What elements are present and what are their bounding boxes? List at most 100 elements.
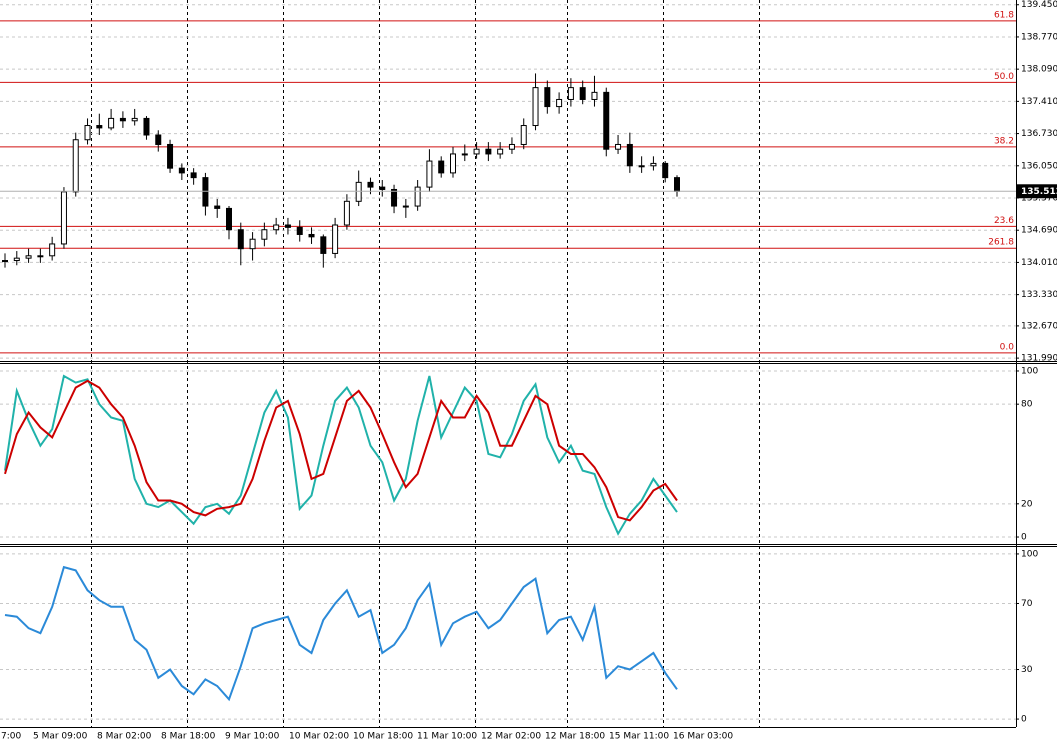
y-tick-label: 0	[1021, 533, 1027, 543]
candle-body	[178, 167, 185, 174]
candle-body	[155, 134, 162, 145]
y-tick-label: 136.050	[1021, 161, 1057, 171]
candle-body	[473, 148, 480, 155]
candle-body	[296, 226, 303, 235]
candle-body	[355, 181, 362, 202]
fib-label: 38.2	[994, 136, 1014, 146]
current-price-label: 135.512	[1021, 187, 1057, 197]
indicator-line	[4, 379, 678, 522]
candle-body	[167, 143, 174, 169]
y-tick-label: 137.410	[1021, 97, 1057, 107]
y-tick-label: 134.690	[1021, 226, 1057, 236]
candle-body	[13, 257, 20, 262]
candle-body	[96, 125, 103, 129]
y-tick-label: 30	[1021, 665, 1033, 675]
candle-body	[2, 260, 8, 263]
y-tick-label: 134.010	[1021, 258, 1057, 268]
y-tick-label: 131.990	[1021, 354, 1057, 364]
candle-body	[520, 125, 527, 145]
y-tick-label: 136.730	[1021, 129, 1057, 139]
candle-body	[72, 139, 79, 193]
candle-body	[556, 98, 563, 108]
x-tick-label: 11 Mar 10:00	[417, 732, 477, 742]
candle-body	[108, 117, 115, 129]
candle-body	[237, 229, 244, 250]
candle-body	[567, 87, 574, 100]
candle-body	[379, 186, 386, 190]
candle-body	[37, 255, 44, 258]
candle-body	[650, 162, 657, 167]
candle-body	[603, 91, 610, 150]
fib-label: 261.8	[988, 238, 1014, 248]
candle-body	[273, 224, 280, 231]
candle-body	[508, 143, 515, 150]
candle-body	[615, 143, 622, 150]
candle-body	[202, 177, 209, 207]
candle-body	[249, 238, 256, 250]
y-tick-label: 0	[1021, 715, 1027, 725]
x-tick-label: 7:00	[1, 732, 21, 742]
candle-body	[84, 125, 91, 141]
candle-body	[414, 186, 421, 207]
candle-body	[485, 148, 492, 155]
candle-body	[591, 91, 598, 100]
y-tick-label: 132.670	[1021, 321, 1057, 331]
y-tick-label: 138.770	[1021, 32, 1057, 42]
y-tick-label: 70	[1021, 599, 1033, 609]
x-tick-label: 15 Mar 11:00	[609, 732, 669, 742]
candle-body	[402, 205, 409, 208]
candle-body	[25, 255, 32, 259]
fib-label: 0.0	[1000, 342, 1015, 352]
candle-body	[343, 200, 350, 226]
x-tick-label: 9 Mar 10:00	[225, 732, 280, 742]
candle-body	[426, 160, 433, 188]
y-tick-label: 100	[1021, 366, 1038, 376]
indicator-line	[4, 374, 678, 536]
indicator-line	[4, 565, 678, 702]
y-tick-label: 138.090	[1021, 65, 1057, 75]
candle-body	[143, 117, 150, 136]
candle-body	[450, 153, 456, 174]
candle-body	[626, 143, 633, 167]
candle-body	[497, 148, 504, 155]
layout	[0, 0, 1057, 728]
x-tick-label: 8 Mar 18:00	[161, 732, 216, 742]
y-tick-label: 20	[1021, 499, 1033, 509]
candle-body	[226, 207, 232, 231]
y-tick-label: 133.330	[1021, 290, 1057, 300]
fib-label: 23.6	[994, 216, 1014, 226]
y-tick-label: 139.450	[1021, 0, 1057, 10]
x-tick-label: 10 Mar 02:00	[289, 732, 349, 742]
x-tick-label: 8 Mar 02:00	[97, 732, 152, 742]
candle-body	[579, 87, 586, 100]
candle-body	[190, 172, 197, 179]
candle-body	[119, 117, 126, 122]
candle-body	[461, 153, 468, 156]
x-tick-label: 12 Mar 02:00	[481, 732, 541, 742]
candle-body	[214, 205, 221, 209]
x-tick-label: 16 Mar 03:00	[673, 732, 733, 742]
candle-body	[60, 191, 67, 245]
candle-body	[131, 117, 138, 122]
y-tick-label: 80	[1021, 400, 1033, 410]
candle-body	[544, 87, 551, 108]
candle-body	[438, 160, 445, 174]
candle-body	[261, 229, 268, 240]
fib-label: 61.8	[994, 10, 1014, 20]
candle-body	[320, 236, 327, 254]
candle-body	[674, 177, 680, 192]
candle-body	[532, 87, 539, 127]
x-tick-label: 5 Mar 09:00	[33, 732, 88, 742]
fib-label: 50.0	[994, 72, 1014, 82]
candle-body	[638, 165, 645, 168]
y-tick-label: 135.370	[1021, 194, 1057, 204]
candle-body	[308, 233, 315, 238]
candle-body	[49, 243, 56, 257]
candle-body	[662, 162, 669, 179]
candle-body	[284, 224, 291, 228]
candle-body	[367, 181, 374, 188]
x-tick-label: 12 Mar 18:00	[545, 732, 605, 742]
y-tick-label: 100	[1021, 549, 1038, 559]
